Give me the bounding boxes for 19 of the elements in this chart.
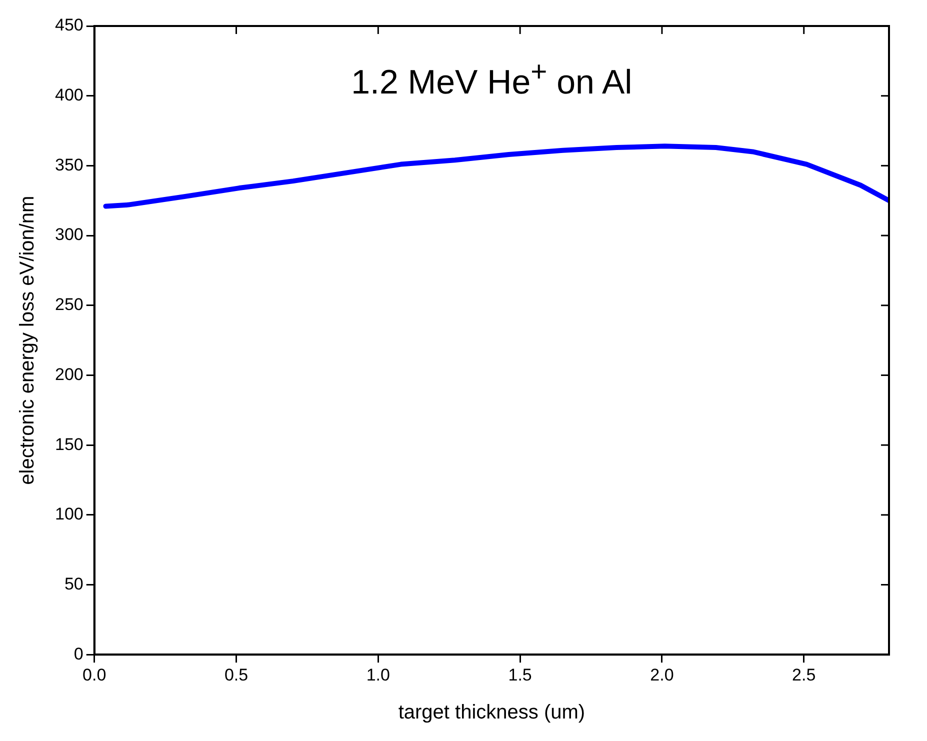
y-tick-label: 200 xyxy=(54,364,84,384)
y-tick-label: 400 xyxy=(54,86,84,105)
text: 1.2 MeV He$^{+}$ on Al xyxy=(351,56,632,102)
y-axis-title: electronic energy loss eV/ion/nm xyxy=(16,196,39,485)
x-tick-label: 0.5 xyxy=(224,665,248,684)
x-tick-label: 2.5 xyxy=(792,665,816,684)
x-tick-label: 1.5 xyxy=(508,665,532,684)
y-tick-label: 0 xyxy=(74,644,84,664)
y-tick-label: 50 xyxy=(64,574,84,594)
y-tick-label: 150 xyxy=(54,434,84,454)
x-tick-label: 1.0 xyxy=(366,665,390,684)
y-tick-label: 100 xyxy=(54,504,84,524)
y-tick-label: 350 xyxy=(54,155,84,174)
y-tick-label: 250 xyxy=(54,295,84,314)
y-tick-label: 300 xyxy=(54,225,84,244)
x-tick-label: 0.0 xyxy=(82,665,106,684)
x-tick-label: 2.0 xyxy=(650,665,674,684)
y-tick-label: 450 xyxy=(54,16,84,35)
x-axis-title: target thickness (um) xyxy=(398,702,586,724)
